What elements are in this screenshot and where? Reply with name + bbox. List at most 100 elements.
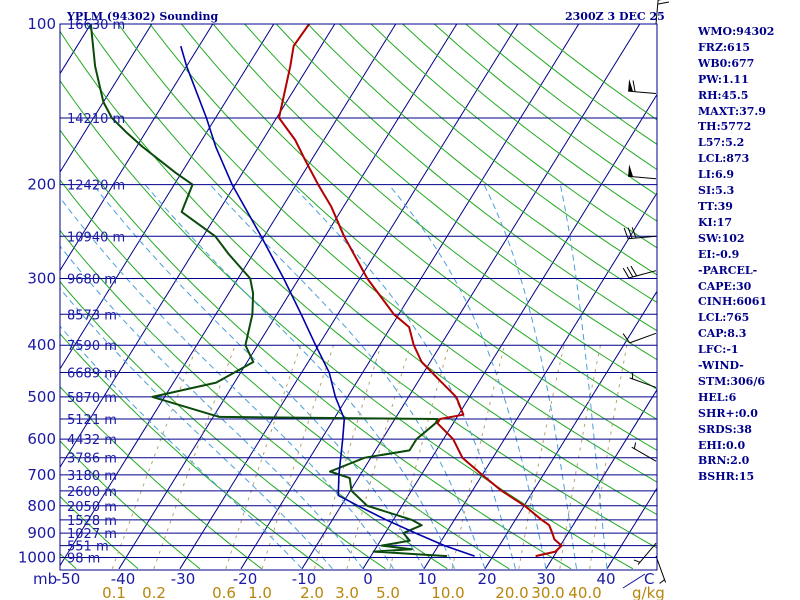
wind-barb-pennant — [628, 79, 634, 92]
index-item: LI:6.9 — [698, 168, 735, 182]
chart-title: YPLM (94302) Sounding — [66, 10, 219, 23]
index-item: HEL:6 — [698, 390, 737, 404]
dry-adiabat-line — [149, 24, 657, 451]
wind-barb-pennant — [628, 164, 634, 177]
isotherm-line — [484, 290, 657, 570]
moist-adiabat-line — [291, 184, 516, 569]
height-label: 2050 m — [67, 500, 117, 515]
index-item: CAPE:30 — [698, 279, 752, 293]
dry-adiabat-line — [60, 386, 263, 570]
dry-adiabat-line — [60, 30, 657, 549]
index-item: LCL:765 — [698, 311, 750, 325]
wind-barb-staff — [655, 0, 659, 25]
dry-adiabat-line — [307, 24, 657, 304]
wind-barb-flag — [632, 80, 636, 92]
index-item: EI:-0.9 — [698, 247, 740, 261]
isotherm-line — [362, 93, 657, 570]
height-label: 16630 m — [67, 18, 125, 33]
wind-barb-flag — [630, 265, 638, 277]
isotherm-line — [60, 24, 275, 370]
height-label: 4432 m — [67, 433, 117, 448]
temperature-tick-label: -50 — [56, 570, 81, 588]
height-label: 10940 m — [67, 230, 125, 245]
temperature-tick-label: 20 — [477, 570, 496, 588]
wind-barb-staff — [628, 270, 657, 279]
index-item: CAP:8.3 — [698, 327, 747, 341]
dry-adiabat-line — [60, 495, 139, 570]
moist-adiabat-line — [559, 184, 608, 569]
index-item: -WIND- — [698, 359, 744, 373]
isotherm-line — [60, 24, 397, 567]
moist-adiabat-line — [60, 325, 303, 570]
index-item: STM:306/6 — [698, 374, 765, 388]
wind-barb-staff — [637, 542, 657, 565]
dry-adiabat-line — [275, 24, 657, 332]
wind-barb-staff — [628, 235, 657, 240]
moist-adiabat-line — [92, 184, 425, 570]
dry-adiabat-line — [370, 24, 657, 249]
height-label: 6689 m — [67, 366, 117, 381]
index-item: FRZ:615 — [698, 40, 751, 54]
mixing-ratio-line — [225, 345, 302, 569]
wind-barb-staff — [628, 90, 657, 95]
dry-adiabat-line — [244, 24, 657, 361]
wind-barb-staff — [631, 446, 657, 462]
height-label: 7590 m — [67, 339, 117, 354]
mixing-ratio-label: 2.0 — [300, 584, 324, 600]
pressure-tick-label: 500 — [27, 388, 56, 406]
isotherm-line — [0, 12, 37, 569]
x-unit-label: C — [644, 570, 654, 588]
height-label: 3786 m — [67, 452, 117, 467]
moist-adiabat-line — [388, 184, 547, 569]
wind-barb-flag — [622, 267, 630, 279]
degree-tick-slash — [622, 573, 646, 589]
mixing-ratio-label: 1.0 — [248, 584, 272, 600]
wind-barb-flag — [657, 1, 670, 5]
wind-barb-flag — [631, 227, 637, 239]
dry-adiabat-line — [60, 440, 201, 570]
height-label: 1027 m — [67, 527, 117, 542]
height-label: 5121 m — [67, 413, 117, 428]
pressure-tick-label: 700 — [27, 466, 56, 484]
mixing-ratio-label: 40.0 — [568, 584, 601, 600]
mixing-ratio-line — [518, 345, 565, 569]
mixing-ratio-unit-label: g/kg — [632, 584, 665, 600]
index-item: MAXT:37.9 — [698, 104, 766, 118]
height-label: 12420 m — [67, 179, 125, 194]
mixing-ratio-label: 5.0 — [376, 584, 400, 600]
index-item: LCL:873 — [698, 152, 750, 166]
sounding-traces — [89, 24, 563, 558]
wind-barbs — [622, 0, 670, 584]
parcel-trace — [180, 45, 475, 557]
pressure-tick-label: 600 — [27, 430, 56, 448]
pressure-tick-label: 800 — [27, 497, 56, 515]
mixing-ratio-label: 20.0 — [495, 584, 528, 600]
temperature-tick-label: -20 — [233, 570, 258, 588]
chart-grid — [0, 12, 657, 570]
moist-adiabat-line — [483, 184, 577, 569]
index-item: TH:5772 — [698, 120, 752, 134]
isotherm-line — [60, 24, 153, 173]
dry-adiabat-line — [117, 24, 657, 483]
index-item: RH:45.5 — [698, 88, 749, 102]
index-item: TT:39 — [698, 199, 733, 213]
mixing-ratio-label: 3.0 — [335, 584, 359, 600]
pressure-tick-label: 300 — [27, 270, 56, 288]
isotherm-line — [60, 24, 214, 272]
dry-adiabat-line — [60, 179, 510, 570]
index-item: LFC:-1 — [698, 343, 739, 357]
pressure-tick-label: 200 — [27, 176, 56, 194]
index-item: SHR+:0.0 — [698, 406, 758, 420]
temperature-tick-label: -30 — [171, 570, 196, 588]
isotherm-line — [118, 24, 458, 570]
mixing-ratio-line — [153, 345, 236, 569]
mixing-ratio-label: 30.0 — [531, 584, 564, 600]
dry-adiabat-line — [60, 552, 77, 570]
sounding-indices-panel: WMO:94302 FRZ:615 WB0:677 PW:1.11 RH:45.5 MAX… — [698, 24, 774, 485]
temperature-tick-label: 0 — [363, 570, 373, 588]
index-item: -PARCEL- — [698, 263, 758, 277]
height-label: 9680 m — [67, 273, 117, 288]
wind-barb-flag — [627, 227, 633, 239]
isotherm-line — [301, 24, 641, 570]
